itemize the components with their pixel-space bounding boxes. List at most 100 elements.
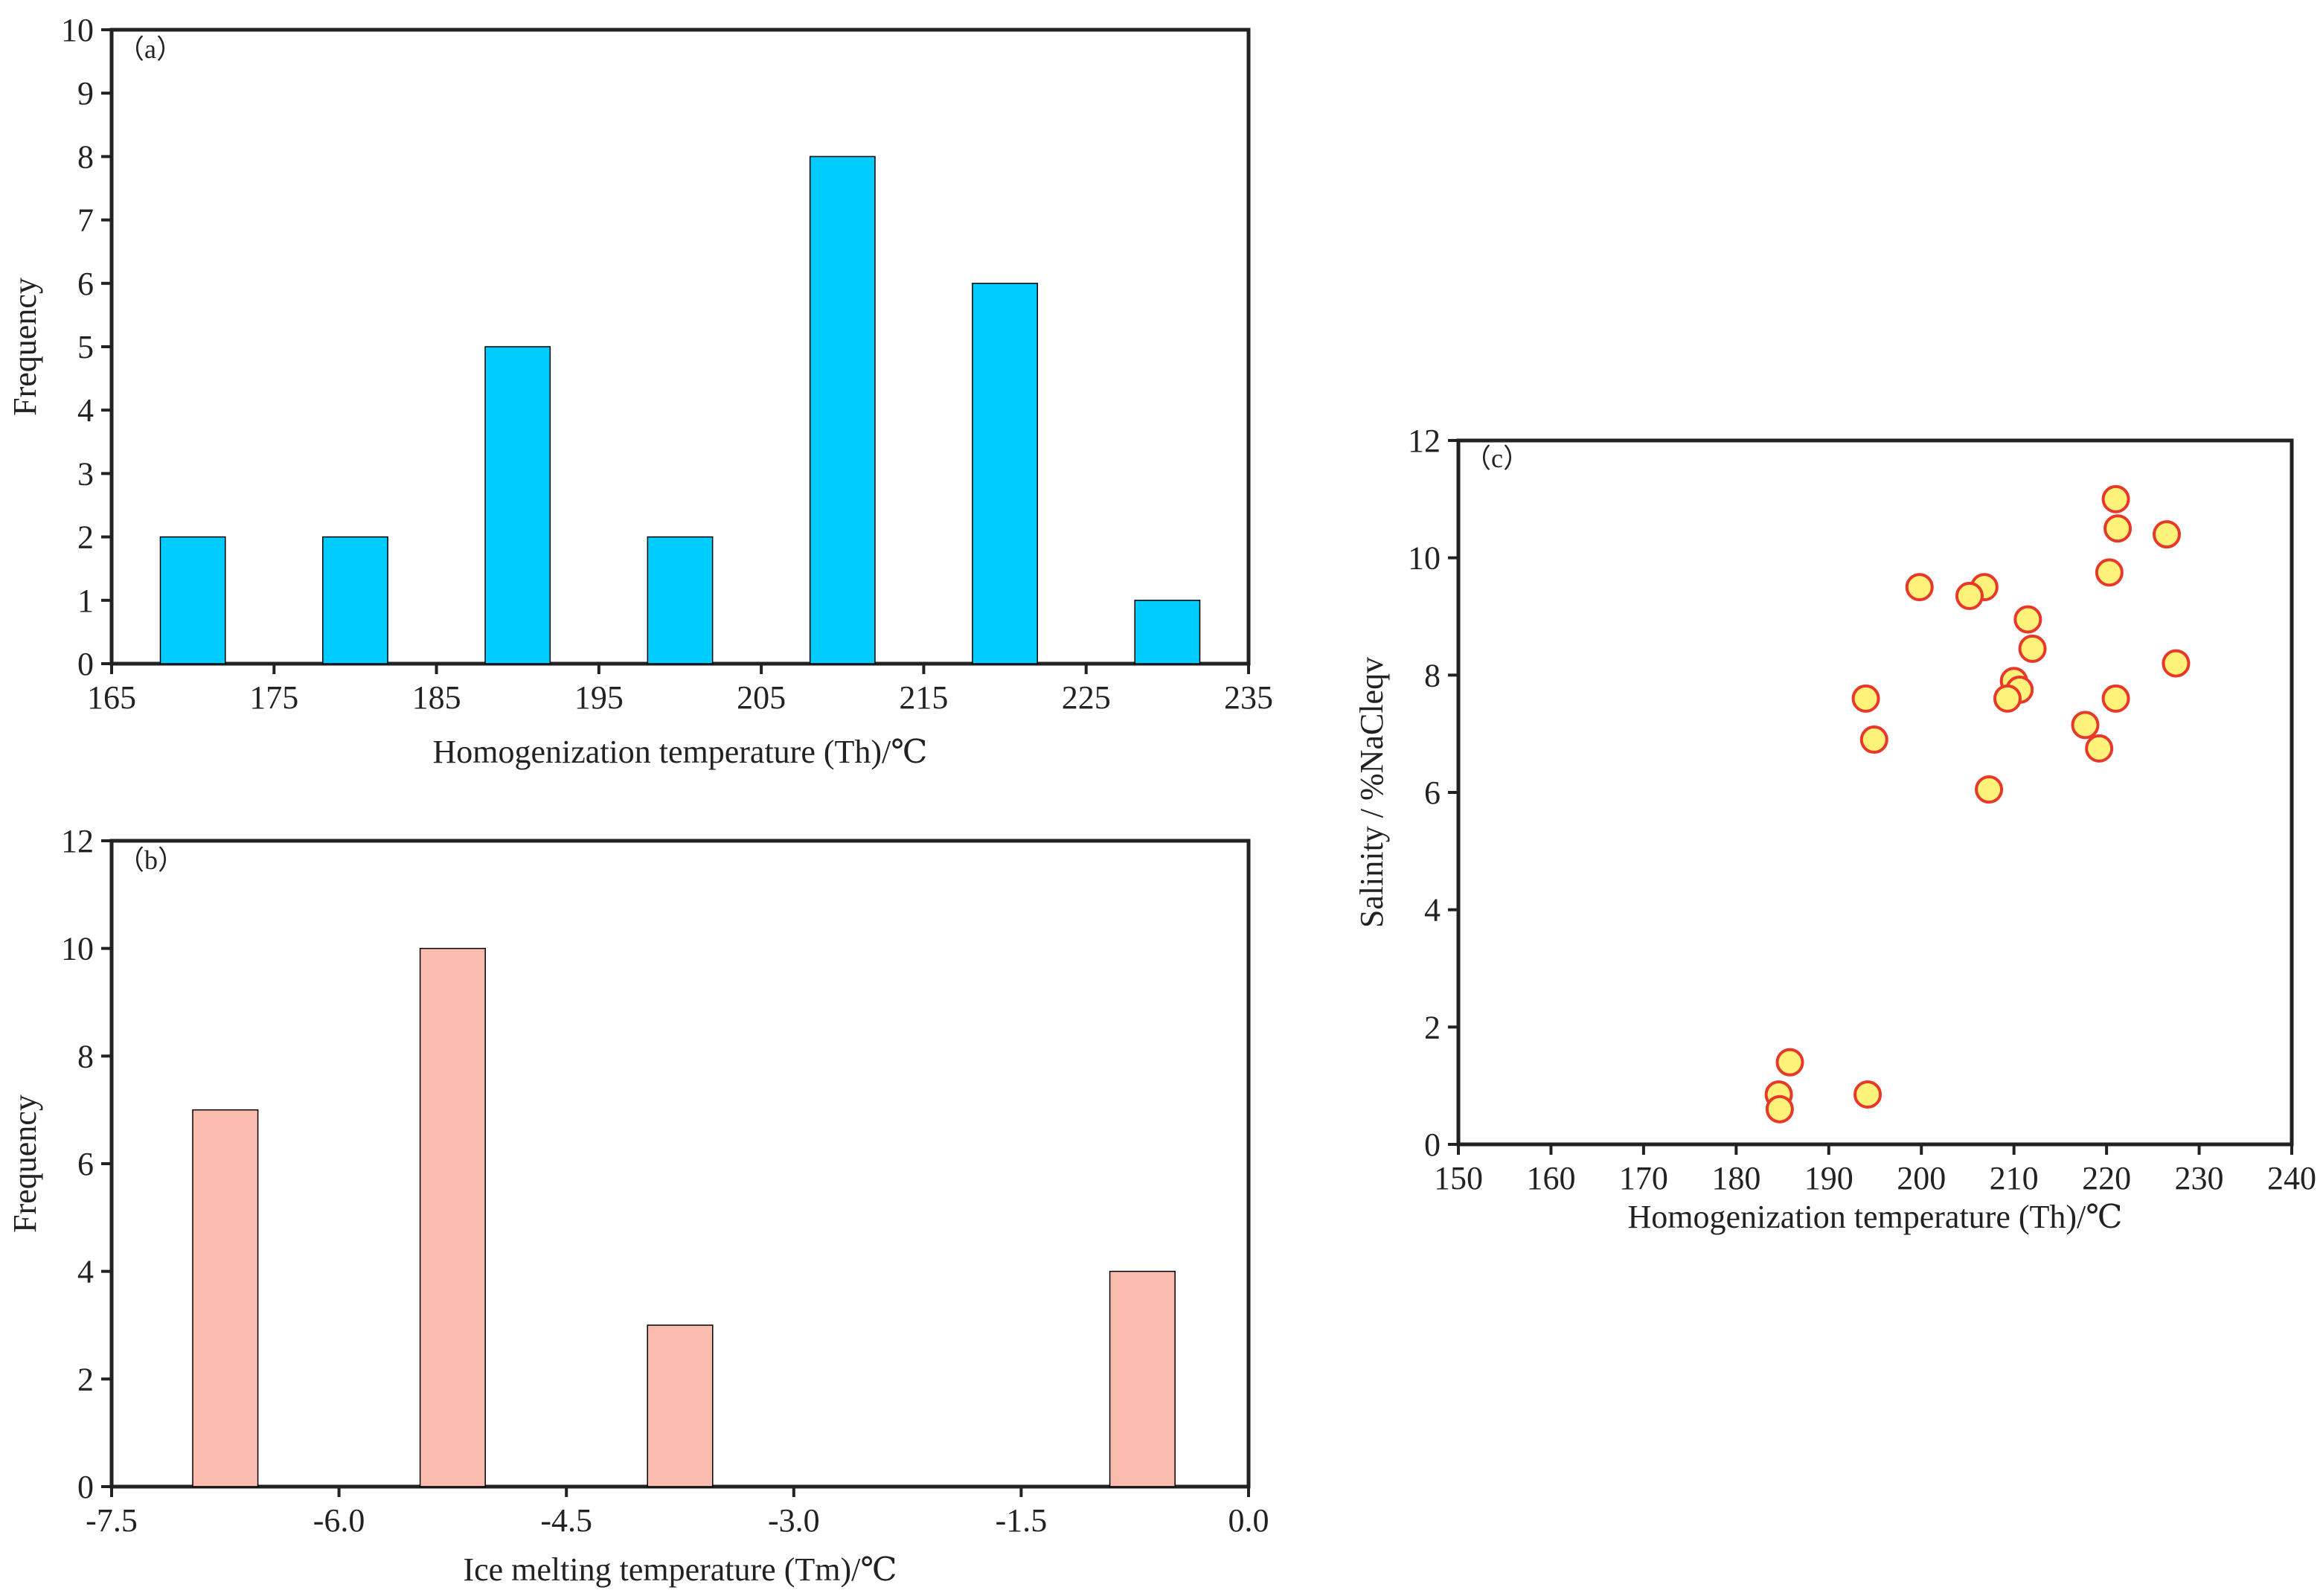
x-tick-label: 210 [1990,1160,2039,1196]
x-tick-label: -3.0 [768,1502,820,1539]
bar-b-3 [1109,1270,1176,1487]
bar-a-1 [322,536,388,664]
bars-a [159,156,1201,664]
scatter-point-9 [2162,649,2191,678]
scatter-point-2 [2153,520,2181,549]
x-tick-label: -1.5 [996,1502,1048,1539]
y-ticks-c: 0 2 4 6 8 10 12 [1408,423,1458,1163]
x-tick-label: 235 [1224,679,1273,716]
y-tick-label: 2 [77,519,94,556]
x-tick-label: 180 [1711,1160,1760,1196]
scatter-point-8 [2018,634,2047,663]
y-tick-label: 8 [77,138,94,175]
bar-b-2 [647,1324,714,1487]
x-axis-title-c: Homogenization temperature (Th)/℃ [1628,1199,2123,1235]
chart-panel-b: -7.5 -6.0 -4.5 -3.0 -1.5 0.0 0 2 4 6 8 10 12 （b） Ic… [7,823,1269,1588]
y-tick-label: 2 [77,1361,94,1397]
scatter-point-12 [1993,684,2022,713]
x-tick-label: 225 [1062,679,1111,716]
scatter-point-3 [2095,558,2124,587]
bar-b-0 [192,1109,259,1487]
bars-b [192,947,1176,1487]
scatter-point-18 [1975,775,2004,804]
y-tick-label: 10 [1408,540,1441,577]
y-tick-label: 1 [77,583,94,619]
y-tick-label: 6 [77,266,94,302]
x-axis-title-a: Homogenization temperature (Th)/℃ [433,734,928,770]
y-tick-label: 8 [1424,657,1441,693]
x-ticks-c: 150 160 170 180 190 200 210 220 230 240 [1434,1144,2316,1196]
points-c [1764,484,2191,1124]
scatter-point-15 [2071,711,2100,740]
x-tick-label: 205 [737,679,786,716]
x-tick-label: 195 [574,679,624,716]
scatter-point-6 [1955,581,1984,610]
bar-a-6 [1134,600,1201,664]
scatter-point-22 [1765,1095,1794,1124]
bar-a-5 [972,283,1038,664]
panel-label-c: （c） [1464,443,1530,473]
y-tick-label: 12 [61,823,94,859]
scatter-point-7 [2013,605,2042,634]
y-tick-label: 3 [77,455,94,492]
x-tick-label: 240 [2267,1160,2316,1196]
x-tick-label: -6.0 [313,1502,365,1539]
y-tick-label: 6 [1424,775,1441,811]
x-tick-label: 160 [1526,1160,1575,1196]
scatter-point-21 [1853,1080,1883,1109]
x-tick-label: 165 [87,679,136,716]
y-tick-label: 0 [77,1469,94,1505]
scatter-point-16 [1859,725,1888,754]
y-axis-title-c: Salinity / %NaCleqv [1353,657,1390,928]
y-tick-label: 12 [1408,423,1441,459]
y-tick-label: 6 [77,1146,94,1182]
y-tick-label: 10 [61,12,94,48]
x-axis-title-b: Ice melting temperature (Tm)/℃ [463,1551,897,1588]
y-tick-label: 4 [1424,892,1441,929]
x-tick-label: 185 [412,679,461,716]
scatter-point-19 [1775,1048,1804,1077]
x-tick-label: -4.5 [540,1502,592,1539]
x-ticks-b: -7.5 -6.0 -4.5 -3.0 -1.5 0.0 [86,1487,1269,1539]
bar-a-4 [809,156,876,664]
y-tick-label: 7 [77,202,94,239]
y-tick-label: 4 [77,1254,94,1290]
y-tick-label: 5 [77,329,94,365]
y-tick-label: 8 [77,1038,94,1074]
scatter-point-13 [2101,684,2130,713]
bar-a-2 [484,346,551,664]
chart-panel-c: 150 160 170 180 190 200 210 220 230 240 0 2 4 6 8 10 12… [1353,423,2316,1235]
scatter-point-17 [2085,734,2114,763]
bar-a-0 [159,536,226,664]
panel-label-a: （a） [118,34,183,64]
x-tick-label: 175 [249,679,298,716]
y-axis-title-a: Frequency [7,278,43,416]
y-tick-label: 2 [1424,1009,1441,1045]
bar-a-3 [647,536,714,664]
y-tick-label: 4 [77,392,94,429]
y-tick-label: 10 [61,931,94,967]
x-tick-label: 0.0 [1228,1502,1269,1539]
x-tick-label: 230 [2175,1160,2224,1196]
y-ticks-a: 0 1 2 3 4 5 6 7 8 9 10 [61,12,112,682]
y-axis-title-b: Frequency [7,1095,43,1233]
x-tick-label: 150 [1434,1160,1483,1196]
x-tick-label: 200 [1897,1160,1946,1196]
y-tick-label: 0 [77,646,94,682]
x-ticks-a: 165 175 185 195 205 215 225 235 [87,664,1273,716]
scatter-point-14 [1851,684,1880,713]
scatter-point-0 [2101,484,2130,513]
scatter-point-1 [2103,514,2133,543]
x-tick-label: 220 [2082,1160,2131,1196]
x-tick-label: 215 [899,679,948,716]
y-ticks-b: 0 2 4 6 8 10 12 [61,823,112,1505]
x-tick-label: -7.5 [86,1502,138,1539]
x-tick-label: 190 [1804,1160,1853,1196]
scatter-point-4 [1905,573,1934,602]
bar-b-1 [419,947,486,1487]
y-tick-label: 9 [77,75,94,112]
y-tick-label: 0 [1424,1127,1441,1163]
chart-panel-a: 165 175 185 195 205 215 225 235 0 1 2 3 4 5 6 7 8 9 10 （a… [7,12,1273,770]
x-tick-label: 170 [1619,1160,1668,1196]
